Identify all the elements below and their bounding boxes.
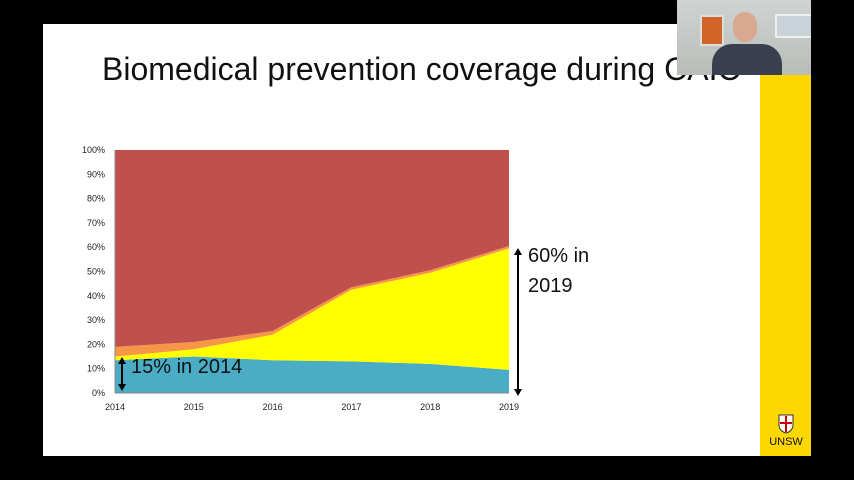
logo-text: UNSW xyxy=(769,436,803,448)
person-head xyxy=(733,12,757,42)
brand-bar xyxy=(760,75,811,456)
x-tick-label: 2017 xyxy=(341,402,361,412)
y-tick-label: 80% xyxy=(87,194,105,204)
annotation-2019-line2: 2019 xyxy=(528,275,573,297)
arrow-2019-head-down xyxy=(514,389,522,396)
x-tick-label: 2016 xyxy=(263,402,283,412)
y-tick-label: 60% xyxy=(87,242,105,252)
y-tick-label: 70% xyxy=(87,218,105,228)
unsw-logo: UNSW xyxy=(768,414,804,448)
y-tick-label: 30% xyxy=(87,315,105,325)
y-tick-label: 100% xyxy=(82,145,105,155)
y-tick-label: 40% xyxy=(87,291,105,301)
y-tick-label: 10% xyxy=(87,364,105,374)
crest-icon xyxy=(778,414,794,434)
wall-painting xyxy=(700,15,724,46)
x-tick-label: 2018 xyxy=(420,402,440,412)
webcam-feed xyxy=(677,0,811,75)
area-series-3 xyxy=(115,245,509,357)
arrow-2019-head-up xyxy=(514,248,522,255)
person-body xyxy=(712,44,782,75)
slide-title: Biomedical prevention coverage during CA… xyxy=(102,51,741,87)
area-series-2 xyxy=(115,248,509,370)
area-series-4 xyxy=(115,150,509,347)
y-tick-label: 20% xyxy=(87,339,105,349)
annotation-2014: 15% in 2014 xyxy=(131,356,243,378)
y-tick-label: 90% xyxy=(87,169,105,179)
annotation-2019-line1: 60% in xyxy=(528,245,590,267)
x-tick-label: 2014 xyxy=(105,402,125,412)
y-tick-label: 0% xyxy=(92,388,105,398)
x-tick-label: 2019 xyxy=(499,402,519,412)
arrow-2014-head-down xyxy=(118,384,126,391)
x-tick-label: 2015 xyxy=(184,402,204,412)
area-series-1 xyxy=(115,356,509,393)
arrow-2014-head-up xyxy=(118,357,126,364)
wall-picture xyxy=(775,14,811,38)
y-tick-label: 50% xyxy=(87,267,105,277)
